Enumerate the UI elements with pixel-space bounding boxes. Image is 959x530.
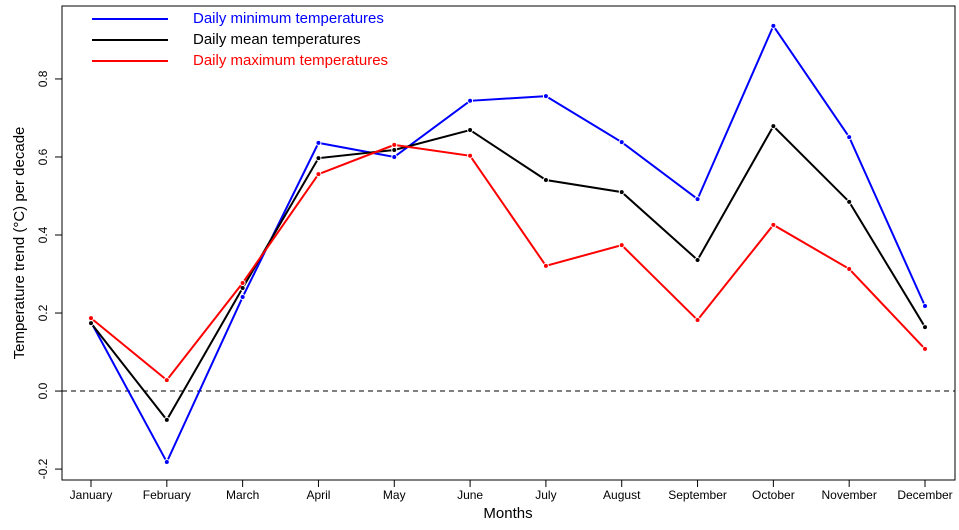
point [618, 139, 625, 146]
point [542, 93, 549, 100]
point [770, 221, 777, 228]
point [922, 324, 928, 331]
point [391, 153, 398, 160]
plot-frame [61, 5, 956, 481]
x-axis-label: Months [483, 505, 532, 522]
x-tick-label: December [897, 488, 952, 502]
x-tick-label: May [383, 488, 406, 502]
point [315, 139, 322, 146]
point [391, 146, 398, 153]
point [846, 198, 853, 205]
x-tick-label: February [143, 488, 191, 502]
point [846, 265, 853, 272]
point [163, 459, 170, 466]
y-tick-label: 0.2 [36, 304, 50, 321]
point [88, 315, 94, 322]
point [239, 294, 246, 301]
y-tick-label: 0.6 [36, 148, 50, 165]
point [770, 22, 777, 29]
point [315, 171, 322, 178]
point [922, 303, 928, 310]
point [391, 141, 398, 148]
x-tick-label: November [822, 488, 877, 502]
y-axis-label: Temperature trend (°C) per decade [11, 127, 28, 360]
point [315, 155, 322, 162]
y-tick-label: 0.4 [36, 226, 50, 243]
point [239, 279, 246, 286]
point [694, 196, 701, 203]
point [542, 176, 549, 183]
y-tick-label: 0.0 [36, 382, 50, 399]
x-tick-label: January [70, 488, 113, 502]
point [618, 242, 625, 249]
x-tick-label: August [603, 488, 641, 502]
series-line [90, 23, 926, 465]
point [467, 152, 474, 159]
point [163, 377, 170, 384]
x-tick-label: July [535, 488, 556, 502]
x-tick-label: September [668, 488, 727, 502]
x-tick-label: March [226, 488, 259, 502]
point [467, 127, 474, 134]
series-line [90, 124, 926, 422]
x-tick-label: April [306, 488, 330, 502]
legend-label: Daily minimum temperatures [193, 10, 384, 27]
point [694, 317, 701, 324]
point [542, 262, 549, 269]
point [88, 320, 94, 327]
point [694, 256, 701, 263]
point [922, 345, 928, 352]
y-tick-label: 0.8 [36, 70, 50, 87]
point [467, 97, 474, 104]
point [770, 123, 777, 130]
legend-label: Daily mean temperatures [193, 31, 361, 48]
point [846, 134, 853, 141]
point [618, 189, 625, 196]
point [163, 416, 170, 423]
x-tick-label: June [457, 488, 483, 502]
y-tick-label: -0.2 [36, 458, 50, 479]
x-tick-label: October [752, 488, 795, 502]
legend-label: Daily maximum temperatures [193, 52, 388, 69]
series-line [90, 143, 926, 382]
